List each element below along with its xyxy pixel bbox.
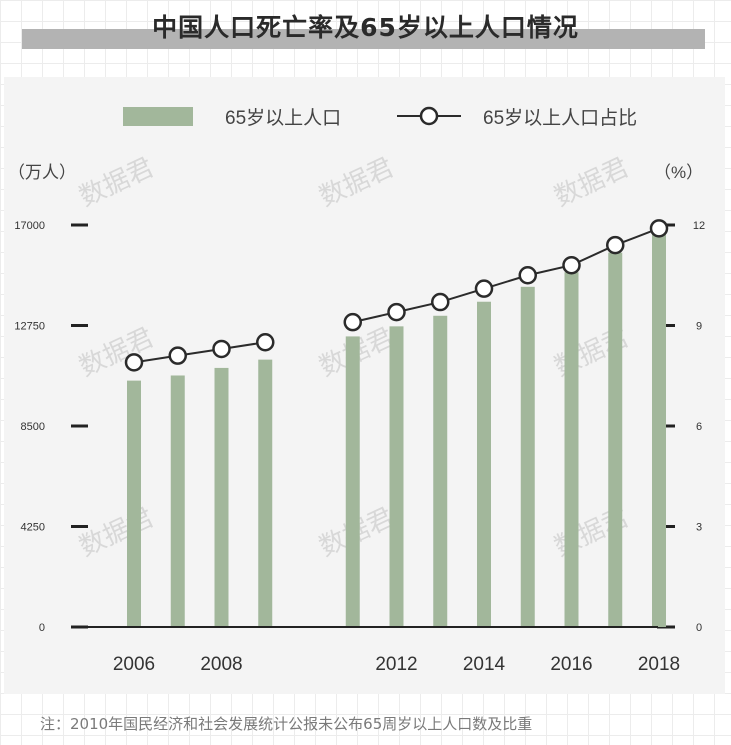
bar-2016 xyxy=(564,272,579,627)
point-2016 xyxy=(562,255,581,275)
left-axis-unit: （万人） xyxy=(8,163,76,182)
left-tick-label: 8500 xyxy=(21,421,45,433)
left-tick-label: 4250 xyxy=(21,522,45,534)
bar-2015 xyxy=(520,286,535,627)
left-tick-label: 12750 xyxy=(14,321,45,333)
bar-2006 xyxy=(127,380,141,627)
ratio-line-segment xyxy=(133,341,266,364)
point-2014 xyxy=(474,279,494,298)
chart-panel xyxy=(4,77,725,694)
right-tick-label: 12 xyxy=(693,220,705,232)
bar-2018 xyxy=(652,233,666,628)
right-tick-label: 6 xyxy=(696,421,702,433)
legend-bar-label: 65岁以上人口 xyxy=(225,107,341,129)
watermark-text: 数据君 xyxy=(550,152,633,212)
bar-2013 xyxy=(433,315,448,627)
point-2017 xyxy=(606,235,625,255)
point-2006 xyxy=(124,353,144,372)
x-axis-ticks: 2006 2008 2012 2014 2016 2018 xyxy=(113,654,680,675)
x-tick-label: 2016 xyxy=(550,654,592,675)
bar-2014 xyxy=(477,301,491,627)
bar-2008 xyxy=(214,367,229,627)
right-tick-label: 3 xyxy=(696,522,702,534)
point-2018 xyxy=(649,219,669,238)
watermark-text: 数据君 xyxy=(75,322,158,382)
bar-2011 xyxy=(345,336,360,627)
left-axis-ticks: 0 4250 8500 12750 17000 xyxy=(14,220,88,634)
right-tick-label: 9 xyxy=(696,321,702,333)
x-tick-label: 2006 xyxy=(113,654,155,675)
bar-2012 xyxy=(389,326,404,627)
right-tick-label: 0 xyxy=(696,622,702,634)
line-series xyxy=(124,219,669,372)
watermark-text: 数据君 xyxy=(315,152,398,212)
chart-title: 中国人口死亡率及65岁以上人口情况 xyxy=(152,13,579,42)
left-tick-label: 17000 xyxy=(14,220,45,232)
point-2015 xyxy=(518,266,537,285)
x-tick-label: 2014 xyxy=(463,654,506,675)
bar-series xyxy=(127,233,666,628)
bar-2009 xyxy=(258,359,273,627)
footnote: 注：2010年国民经济和社会发展统计公报未公布65周岁以上人口数及比重 xyxy=(40,715,533,733)
bar-2017 xyxy=(608,252,623,627)
left-tick-label: 0 xyxy=(39,622,45,634)
point-2013 xyxy=(431,292,450,312)
x-tick-label: 2018 xyxy=(638,654,680,675)
point-2009 xyxy=(256,333,275,352)
legend-bar-swatch xyxy=(123,107,193,126)
x-tick-label: 2008 xyxy=(200,654,242,675)
bar-2007 xyxy=(170,375,185,627)
x-tick-label: 2012 xyxy=(375,654,417,675)
legend-line-marker xyxy=(419,106,439,126)
title-bar xyxy=(22,29,705,49)
point-2012 xyxy=(387,302,406,322)
point-2007 xyxy=(168,346,187,365)
watermark-text: 数据君 xyxy=(75,152,158,212)
watermark-text: 数据君 xyxy=(75,502,158,562)
point-2008 xyxy=(212,339,231,359)
legend-line-label: 65岁以上人口占比 xyxy=(483,107,637,129)
point-2011 xyxy=(343,312,362,332)
right-axis-unit: （%） xyxy=(654,163,703,182)
